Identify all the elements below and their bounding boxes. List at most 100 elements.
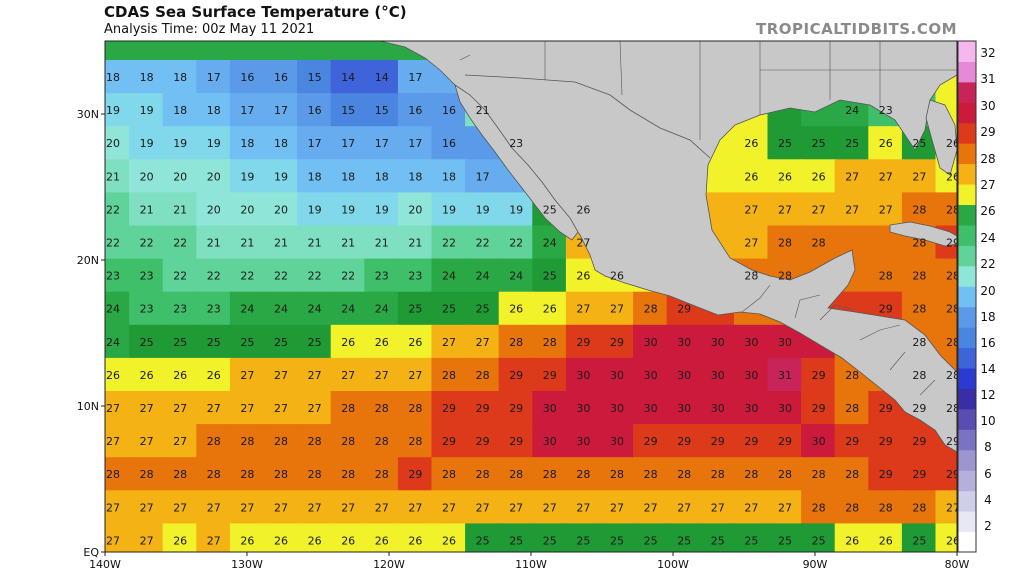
sst-cell: [196, 291, 232, 327]
sst-value-label: 27: [543, 501, 557, 514]
sst-cell: [733, 490, 769, 525]
sst-value-label: 18: [308, 170, 322, 183]
sst-value-label: 30: [610, 402, 624, 415]
sst-value-label: 20: [106, 137, 120, 150]
land-mass: [379, 41, 957, 453]
sst-cell: [801, 424, 837, 459]
sst-cell: [901, 159, 937, 194]
sst-value-label: 28: [509, 468, 523, 481]
sst-value-label: 27: [375, 369, 389, 382]
sst-cell: [901, 490, 937, 525]
sst-value-label: 30: [677, 402, 691, 415]
sst-cell: [196, 60, 232, 95]
sst-value-label: 18: [274, 137, 288, 150]
sst-value-label: 26: [240, 534, 254, 547]
colorbar-swatch: [958, 449, 976, 471]
sst-value-label: 27: [879, 203, 893, 216]
sst-value-label: 20: [207, 203, 221, 216]
sst-value-label: 29: [912, 402, 926, 415]
sst-cell: [162, 324, 198, 360]
sst-cell: [935, 324, 957, 360]
sst-cell: [565, 357, 601, 393]
sst-value-label: 15: [308, 71, 322, 84]
sst-value-label: 25: [173, 336, 187, 349]
sst-cell: [431, 225, 467, 260]
sst-value-label: 29: [610, 336, 624, 349]
sst-cell: [196, 523, 232, 552]
sst-value-label: 27: [240, 369, 254, 382]
sst-cell: [834, 126, 870, 161]
sst-cell: [565, 457, 601, 492]
sst-value-label: 20: [207, 170, 221, 183]
sst-cell: [700, 490, 736, 525]
sst-value-label: 17: [207, 71, 221, 84]
sst-cell: [229, 60, 265, 95]
sst-cell: [498, 424, 534, 459]
sst-cell: [129, 159, 165, 194]
sst-cell: [229, 291, 265, 327]
sst-value-label: 28: [308, 435, 322, 448]
sst-cell: [901, 457, 937, 492]
sst-cell: [834, 490, 870, 525]
sst-value-label: 18: [442, 170, 456, 183]
sst-cell: [633, 490, 669, 525]
sst-cell: [129, 126, 165, 161]
sst-cell: [397, 258, 433, 294]
sst-value-label: 27: [274, 501, 288, 514]
sst-value-label: 21: [476, 104, 490, 117]
sst-cell: [767, 225, 803, 260]
sst-cell: [263, 457, 299, 492]
sst-value-label: 19: [308, 203, 322, 216]
sst-value-label: 18: [375, 170, 389, 183]
sst-value-label: 21: [408, 237, 422, 250]
colorbar-swatch: [958, 511, 976, 533]
sst-value-label: 28: [375, 435, 389, 448]
sst-cell: [666, 523, 702, 552]
sst-cell: [465, 258, 501, 294]
florida: [925, 99, 957, 176]
sst-cell: [330, 192, 366, 227]
sst-value-label: 30: [778, 336, 792, 349]
sst-value-label: 24: [476, 270, 490, 283]
sst-cell: [431, 324, 467, 360]
colorbar-label: 8: [984, 440, 992, 454]
sst-value-label: 29: [912, 468, 926, 481]
sst-cell: [297, 523, 333, 552]
sst-cell: [935, 192, 957, 227]
sst-value-label: 29: [543, 369, 557, 382]
sst-cell: [162, 192, 198, 227]
sst-cell: [666, 357, 702, 393]
sst-cell: [196, 391, 232, 426]
sst-cell: [129, 258, 165, 294]
sst-value-label: 27: [845, 203, 859, 216]
colorbar-swatch: [958, 408, 976, 430]
sst-value-label: 28: [912, 336, 926, 349]
sst-cell: [229, 126, 265, 161]
central-america-borders: [741, 284, 936, 396]
sst-value-label: 18: [140, 71, 154, 84]
sst-value-label: 26: [442, 534, 456, 547]
sst-cell: [105, 192, 131, 227]
sst-value-label: 26: [509, 303, 523, 316]
sst-value-label: 30: [744, 402, 758, 415]
sst-cell: [397, 523, 433, 552]
sst-value-label: 25: [274, 336, 288, 349]
sst-value-label: 17: [341, 137, 355, 150]
colorbar-swatch: [958, 368, 976, 389]
sst-value-label: 30: [677, 336, 691, 349]
sst-value-label: 25: [845, 137, 859, 150]
sst-value-label: 22: [106, 203, 120, 216]
sst-value-label: 28: [912, 237, 926, 250]
sst-cell: [364, 225, 400, 260]
sst-value-label: 25: [778, 137, 792, 150]
sst-value-label: 28: [644, 303, 658, 316]
sst-cell: [229, 391, 265, 426]
y-tick-label: 20N: [77, 254, 99, 267]
sst-cell: [105, 391, 131, 426]
sst-cell: [229, 490, 265, 525]
sst-value-label: 28: [778, 468, 792, 481]
sst-cell: [431, 424, 467, 459]
sst-value-label: 24: [341, 303, 355, 316]
sst-value-label: 26: [140, 369, 154, 382]
sst-value-label: 20: [173, 170, 187, 183]
